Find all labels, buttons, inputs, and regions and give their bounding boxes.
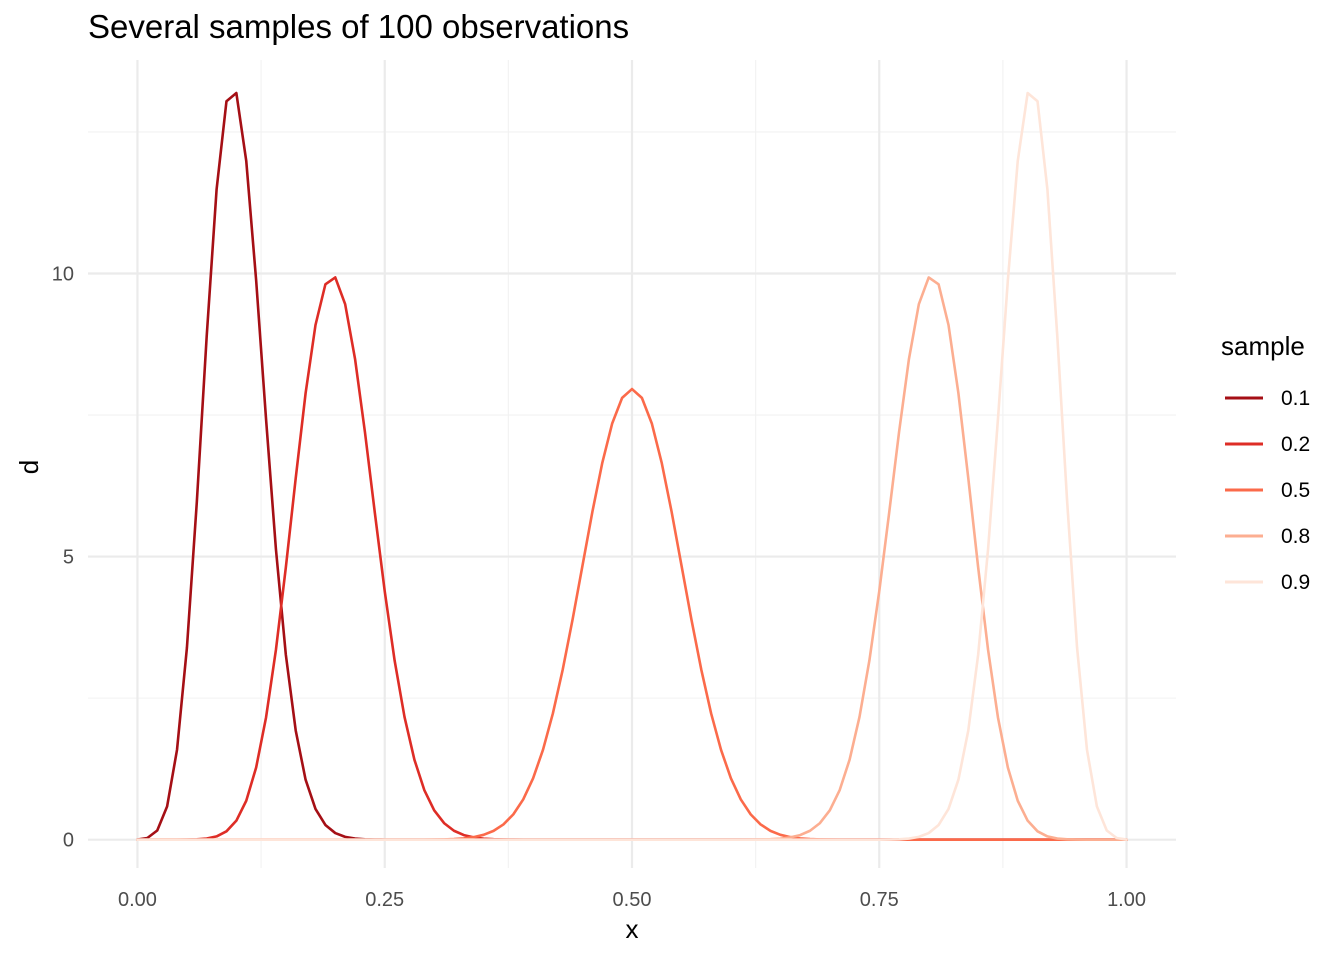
series-lines <box>136 91 1128 841</box>
legend-label-0.8: 0.8 <box>1281 525 1310 548</box>
x-tick-label: 1.00 <box>1107 889 1146 911</box>
y-axis-title: d <box>14 460 44 474</box>
y-tick-label: 5 <box>63 547 74 569</box>
x-tick-label: 0.00 <box>118 889 157 911</box>
y-tick-label: 0 <box>63 830 74 852</box>
x-tick-label: 0.75 <box>860 889 899 911</box>
chart-title: Several samples of 100 observations <box>88 8 629 45</box>
legend-title: sample <box>1221 331 1305 361</box>
y-axis-ticks: 0 5 10 <box>52 263 74 851</box>
x-axis-title: x <box>626 914 639 944</box>
legend-label-0.9: 0.9 <box>1281 571 1310 594</box>
x-axis-ticks: 0.00 0.25 0.50 0.75 1.00 <box>118 889 1146 911</box>
y-tick-label: 10 <box>52 263 74 285</box>
legend-label-0.2: 0.2 <box>1281 433 1310 456</box>
x-tick-label: 0.50 <box>613 889 652 911</box>
legend: 0.1 0.2 0.5 0.8 0.9 <box>1225 387 1310 594</box>
legend-label-0.1: 0.1 <box>1281 387 1310 410</box>
series-line-0.9 <box>136 91 1128 841</box>
x-tick-label: 0.25 <box>365 889 404 911</box>
legend-label-0.5: 0.5 <box>1281 479 1310 502</box>
